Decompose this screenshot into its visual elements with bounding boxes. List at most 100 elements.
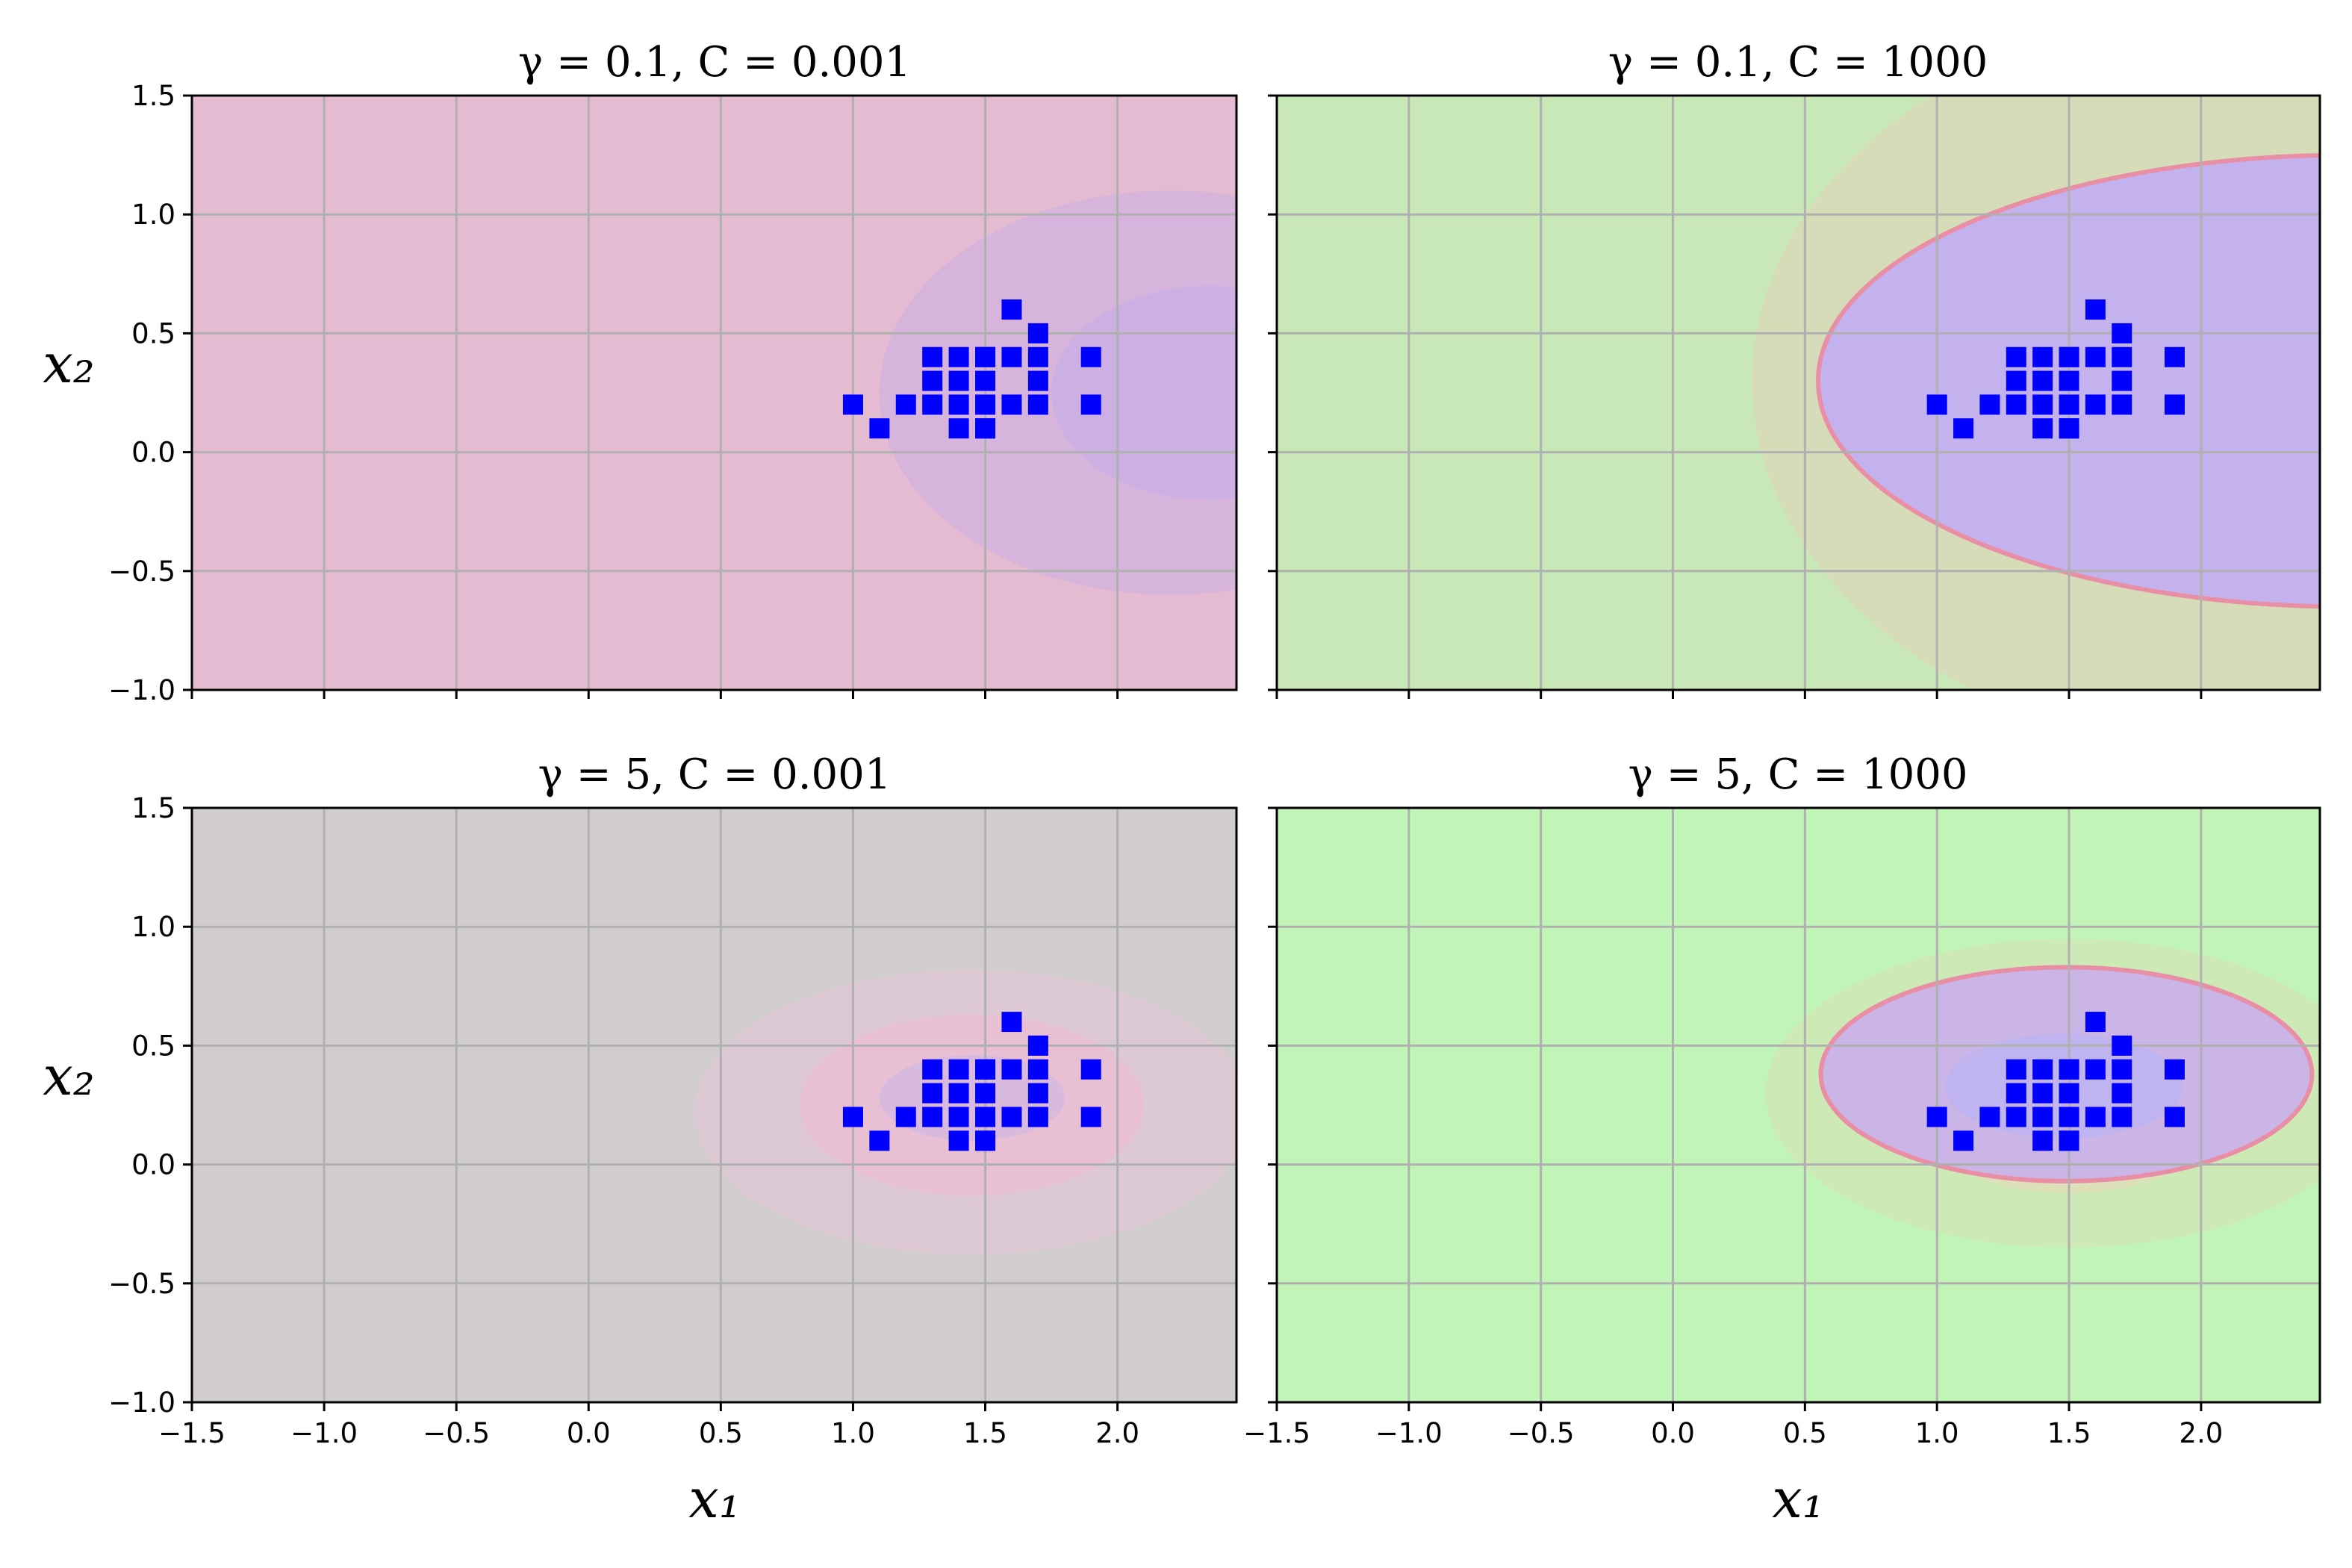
- data-point: [1027, 1107, 1048, 1127]
- data-point: [2112, 346, 2132, 367]
- y-tick-label: 1.5: [131, 792, 175, 824]
- data-point: [1080, 1059, 1101, 1080]
- subplot-top-right: γ = 0.1, C = 1000: [1268, 38, 2321, 699]
- data-point: [975, 394, 996, 415]
- y-tick-label: −0.5: [108, 556, 175, 588]
- data-point: [1027, 323, 1048, 343]
- data-point: [2059, 418, 2079, 439]
- plot-area: [192, 96, 1236, 690]
- data-point: [2059, 394, 2079, 415]
- data-point: [975, 1130, 996, 1151]
- data-point: [1027, 1035, 1048, 1056]
- data-point: [1926, 394, 1947, 415]
- data-point: [1080, 1107, 1101, 1127]
- data-point: [2032, 418, 2053, 439]
- grid: [1277, 808, 2320, 1402]
- y-tick-label: 1.5: [131, 80, 175, 112]
- data-point: [895, 394, 916, 415]
- data-points: [1926, 1012, 2185, 1151]
- x-tick-label: −1.0: [1375, 1417, 1443, 1449]
- data-point: [975, 1059, 996, 1080]
- x-tick-label: 0.0: [567, 1417, 611, 1449]
- data-point: [1001, 1012, 1022, 1033]
- data-point: [2112, 370, 2132, 391]
- data-point: [2032, 1130, 2053, 1151]
- ticks: −1.5 −1.0 −0.5 0.0 0.5 1.0 1.5 2.0−1.0−0.50.00.…: [108, 792, 1139, 1449]
- data-point: [922, 1107, 943, 1127]
- data-point: [2006, 394, 2026, 415]
- ticks: −1.0 −0.5 0.0 0.5 1.0 1.5: [108, 80, 1119, 706]
- data-point: [1001, 1059, 1022, 1080]
- plot-area: [192, 808, 1236, 1402]
- data-point: [2059, 370, 2079, 391]
- plot-area: [1277, 808, 2320, 1402]
- data-point: [1001, 299, 1022, 320]
- axes-frame: [190, 94, 1238, 691]
- data-point: [948, 1107, 969, 1127]
- data-point: [2006, 346, 2026, 367]
- ticks: −1.5 −1.0 −0.5 0.0 0.5 1.0 1.5 2.0: [1243, 806, 2223, 1449]
- x-tick-label: −0.5: [1508, 1417, 1575, 1449]
- y-tick-label: 0.5: [131, 1030, 175, 1062]
- data-point: [1027, 1059, 1048, 1080]
- data-point: [842, 1107, 863, 1127]
- data-point: [1953, 1130, 1974, 1151]
- data-point: [1027, 1083, 1048, 1104]
- x-tick-label: 0.0: [1651, 1417, 1695, 1449]
- data-point: [2164, 1059, 2185, 1080]
- data-point: [2112, 323, 2132, 343]
- data-point: [869, 1130, 890, 1151]
- x-tick-label: −1.5: [158, 1417, 225, 1449]
- subplot-title-bottom-left: γ = 5, C = 0.001: [538, 750, 892, 799]
- x-tick-label: 0.5: [699, 1417, 743, 1449]
- data-point: [2085, 1059, 2106, 1080]
- data-point: [2032, 1107, 2053, 1127]
- x-tick-label: −1.0: [290, 1417, 358, 1449]
- data-point: [895, 1107, 916, 1127]
- data-point: [1926, 1107, 1947, 1127]
- subplot-top-left: γ = 0.1, C = 0.001 −1.0 −0.5 0.0 0.5 1.0 1.5: [108, 38, 1238, 706]
- data-point: [2085, 394, 2106, 415]
- data-point: [948, 1130, 969, 1151]
- data-point: [2032, 370, 2053, 391]
- subplot-bottom-right: γ = 5, C = 1000 −1.5 −1.0 −0.5 0.0 0.5 1.0 1.5…: [1243, 750, 2321, 1449]
- data-point: [948, 418, 969, 439]
- data-point: [842, 394, 863, 415]
- data-point: [922, 1059, 943, 1080]
- data-point: [922, 394, 943, 415]
- contour-region: [1051, 285, 1236, 500]
- data-point: [2164, 346, 2185, 367]
- subplot-title-top-left: γ = 0.1, C = 0.001: [518, 38, 911, 87]
- data-point: [1001, 394, 1022, 415]
- y-tick-label: −0.5: [108, 1268, 175, 1300]
- data-point: [948, 346, 969, 367]
- plot-area: [1277, 96, 2320, 690]
- data-point: [869, 418, 890, 439]
- ticks: [1268, 94, 2203, 699]
- grid: [192, 808, 1236, 1402]
- data-point: [1979, 394, 2000, 415]
- data-point: [2085, 1012, 2106, 1033]
- data-point: [2085, 1107, 2106, 1127]
- data-point: [975, 1107, 996, 1127]
- data-point: [2032, 1083, 2053, 1104]
- axes-frame: [1275, 94, 2321, 691]
- data-point: [975, 370, 996, 391]
- data-point: [2059, 346, 2079, 367]
- data-point: [2112, 1059, 2132, 1080]
- x-tick-label: 1.5: [963, 1417, 1007, 1449]
- data-point: [922, 346, 943, 367]
- axes-frame: [1275, 806, 2321, 1404]
- data-point: [1027, 394, 1048, 415]
- data-point: [2059, 1059, 2079, 1080]
- data-points: [842, 299, 1101, 439]
- data-point: [975, 418, 996, 439]
- data-point: [1080, 394, 1101, 415]
- data-point: [1027, 346, 1048, 367]
- y-tick-label: 0.5: [131, 317, 175, 349]
- data-point: [2112, 394, 2132, 415]
- x-tick-label: 1.0: [831, 1417, 875, 1449]
- data-point: [2059, 1130, 2079, 1151]
- data-point: [2006, 1107, 2026, 1127]
